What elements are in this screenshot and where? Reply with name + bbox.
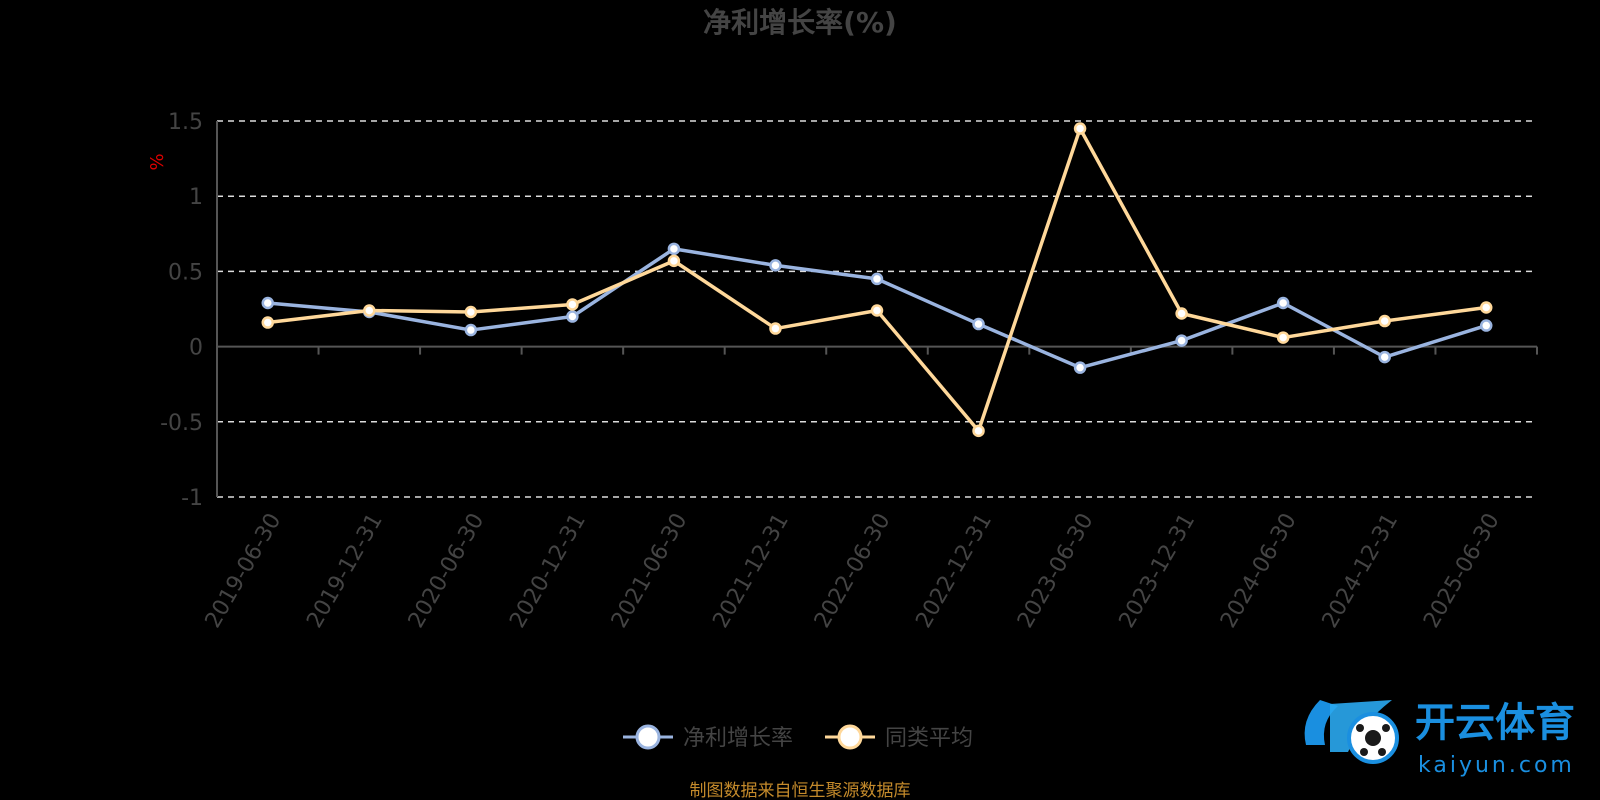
x-tick-label: 2019-06-30: [201, 509, 287, 632]
data-point: [870, 272, 884, 286]
chart-title: 净利增长率(%): [703, 6, 897, 39]
data-point: [667, 242, 681, 256]
watermark-logo: 开云体育 kaiyun.com: [1304, 700, 1575, 778]
data-point: [769, 322, 782, 335]
data-point: [667, 254, 681, 268]
data-point: [1175, 307, 1188, 320]
y-axis-label: %: [147, 153, 168, 170]
series-group: [261, 122, 1493, 438]
x-tick-label: 2021-06-30: [607, 509, 693, 632]
data-point: [1479, 301, 1493, 314]
axes: [216, 121, 1538, 497]
x-tick-label: 2024-12-31: [1318, 509, 1404, 632]
data-point: [1378, 350, 1391, 364]
data-point: [972, 317, 985, 331]
data-point: [972, 424, 985, 438]
y-tick-labels: 1.5 1 0.5 0 -0.5 -1: [160, 110, 203, 511]
data-point: [363, 304, 376, 317]
x-tick-label: 2025-06-30: [1419, 509, 1505, 632]
data-point: [1175, 334, 1188, 347]
legend-swatch-marker: [635, 724, 661, 750]
x-tick-label: 2021-12-31: [708, 509, 794, 632]
data-point: [1276, 296, 1290, 310]
x-tick-label: 2020-12-31: [505, 509, 591, 632]
data-point: [464, 323, 478, 337]
x-tick-label: 2022-12-31: [911, 509, 997, 632]
legend-swatch-marker: [837, 724, 863, 750]
data-point: [769, 259, 782, 272]
data-point: [1276, 331, 1290, 344]
data-point: [1073, 122, 1087, 135]
x-tick-label: 2022-06-30: [810, 509, 896, 632]
x-tick-label: 2020-06-30: [404, 509, 490, 632]
grid-lines: [217, 120, 1537, 498]
data-point: [261, 296, 275, 310]
data-point: [1378, 314, 1391, 328]
x-tick-label: 2023-12-31: [1115, 509, 1201, 632]
watermark-text: 开云体育: [1415, 700, 1575, 746]
data-point: [1479, 319, 1493, 332]
data-point: [464, 305, 478, 319]
x-tick-label: 2024-06-30: [1216, 509, 1302, 632]
y-tick-label: 1.5: [168, 110, 203, 135]
watermark-subtext: kaiyun.com: [1418, 753, 1575, 778]
y-tick-label: 1: [189, 185, 203, 210]
data-point: [870, 304, 884, 317]
legend-label: 净利增长率: [683, 726, 793, 751]
x-tick-label: 2023-06-30: [1013, 509, 1099, 632]
data-point: [1073, 361, 1087, 374]
data-point: [566, 310, 579, 323]
footnote: 制图数据来自恒生聚源数据库: [690, 781, 911, 800]
y-tick-label: 0: [189, 336, 203, 361]
x-tick-label: 2019-12-31: [302, 509, 388, 632]
legend-label: 同类平均: [885, 726, 973, 751]
y-tick-label: 0.5: [168, 260, 203, 285]
y-tick-label: -0.5: [160, 411, 203, 436]
kaiyun-logo-icon: [1304, 700, 1399, 764]
data-point: [261, 316, 275, 329]
x-tick-labels: 2019-06-30 2019-12-31 2020-06-30 2020-12-31…: [201, 509, 1505, 632]
y-tick-label: -1: [181, 486, 203, 511]
legend[interactable]: 净利增长率 同类平均: [623, 724, 973, 751]
data-point: [566, 298, 579, 311]
